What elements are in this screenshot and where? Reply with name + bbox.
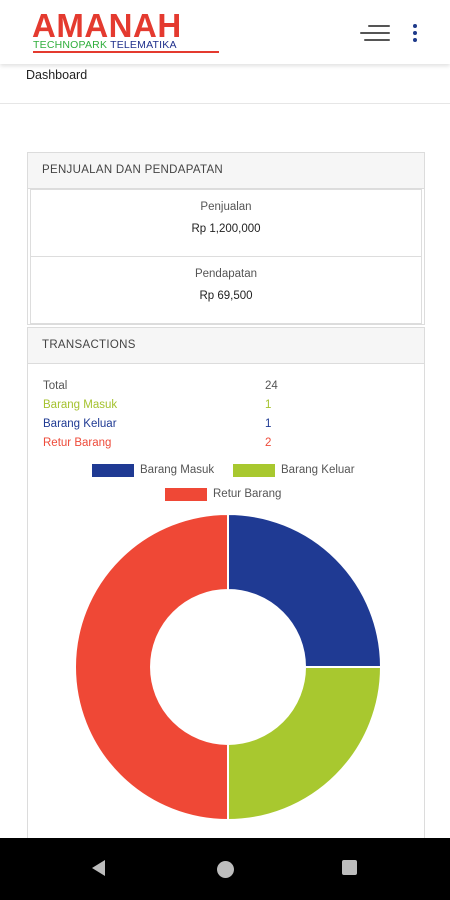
logo-subtitle: TECHNOPARK TELEMATIKA [33, 39, 177, 51]
legend-label: Barang Masuk [140, 464, 215, 476]
transaction-row-retur-barang: Retur Barang 2 [43, 437, 403, 455]
breadcrumb: Dashboard [0, 64, 450, 104]
doughnut-slice-barang-keluar[interactable] [227, 666, 383, 822]
transactions-doughnut-chart [74, 512, 383, 822]
legend-swatch [92, 464, 134, 477]
pendapatan-label: Pendapatan [194, 268, 258, 280]
transaction-row-barang-masuk: Barang Masuk 1 [43, 399, 403, 417]
penjualan-value: Rp 1,200,000 [191, 223, 261, 235]
logo-underline [33, 51, 219, 53]
app-header: AMANAH TECHNOPARK TELEMATIKA [0, 0, 450, 64]
hamburger-menu-icon[interactable] [358, 22, 390, 44]
pendapatan-stat: Pendapatan Rp 69,500 [30, 256, 422, 324]
breadcrumb-dashboard[interactable]: Dashboard [26, 68, 88, 82]
transaction-value: 1 [265, 418, 272, 430]
pendapatan-value: Rp 69,500 [199, 290, 253, 302]
doughnut-slice-retur-barang[interactable] [74, 512, 229, 822]
transaction-label: Total [43, 380, 68, 392]
penjualan-stat: Penjualan Rp 1,200,000 [30, 189, 422, 257]
legend-label: Retur Barang [213, 488, 282, 500]
transaction-value: 24 [265, 380, 278, 392]
amanah-logo[interactable]: AMANAH TECHNOPARK TELEMATIKA [32, 8, 222, 56]
transaction-label: Barang Keluar [43, 418, 117, 430]
legend-swatch [233, 464, 275, 477]
transaction-row-total: Total 24 [43, 380, 403, 398]
doughnut-slice-barang-masuk[interactable] [227, 512, 383, 668]
legend-swatch [165, 488, 207, 501]
transaction-row-barang-keluar: Barang Keluar 1 [43, 418, 403, 436]
sales-revenue-card: PENJUALAN DAN PENDAPATAN Penjualan Rp 1,… [27, 152, 425, 325]
back-triangle-icon[interactable] [92, 860, 105, 876]
transactions-card-header: TRANSACTIONS [28, 328, 424, 364]
transaction-label: Barang Masuk [43, 399, 118, 411]
transaction-label: Retur Barang [43, 437, 112, 449]
recent-apps-square-icon[interactable] [342, 860, 357, 875]
penjualan-label: Penjualan [200, 201, 252, 213]
logo-subtitle-telematika: TELEMATIKA [110, 39, 177, 51]
home-circle-icon[interactable] [217, 861, 234, 878]
more-vert-icon[interactable] [408, 22, 422, 44]
transaction-value: 1 [265, 399, 272, 411]
legend-label: Barang Keluar [281, 464, 355, 476]
transactions-card-title: TRANSACTIONS [42, 339, 136, 351]
sales-card-header: PENJUALAN DAN PENDAPATAN [28, 153, 424, 189]
logo-title: AMANAH [32, 7, 182, 44]
system-navigation-bar [0, 838, 450, 900]
transaction-value: 2 [265, 437, 272, 449]
transactions-card: TRANSACTIONS Total 24 Barang Masuk 1 Bar… [27, 327, 425, 847]
sales-card-title: PENJUALAN DAN PENDAPATAN [42, 164, 224, 176]
logo-subtitle-technopark: TECHNOPARK [33, 39, 111, 51]
